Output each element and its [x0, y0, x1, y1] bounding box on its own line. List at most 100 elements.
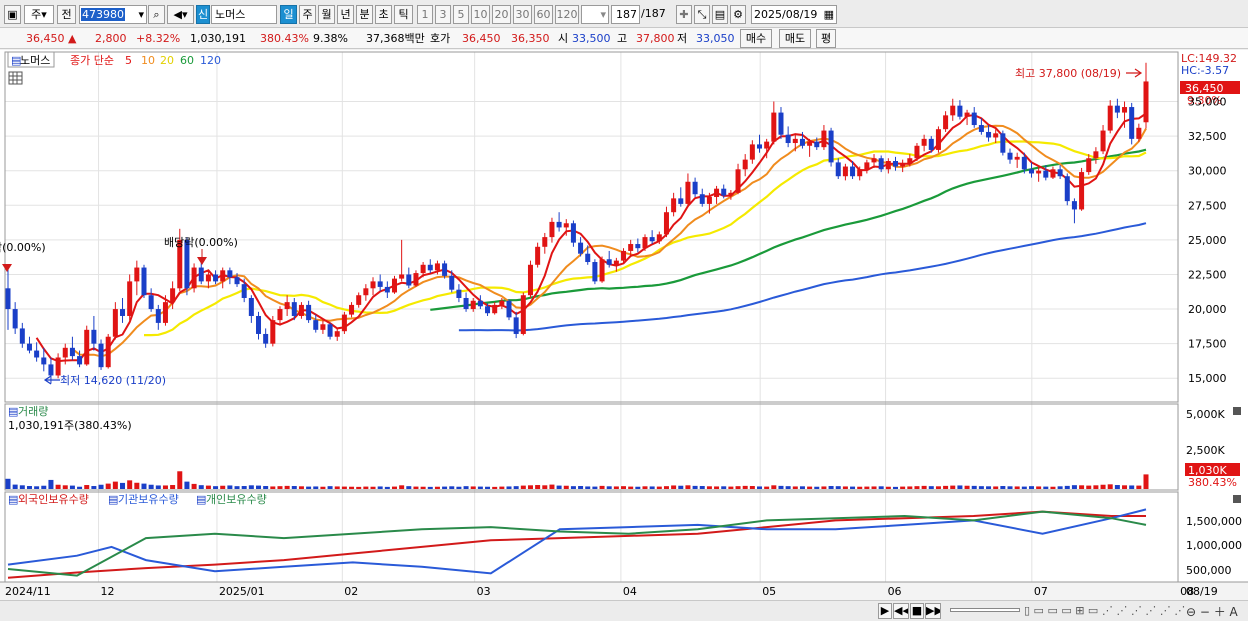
candle-body — [799, 138, 805, 146]
candle-body — [377, 281, 383, 287]
chevron-down-icon[interactable]: ▾ — [600, 8, 606, 21]
rewind-icon[interactable]: ◀◀ — [893, 603, 909, 619]
candle-body — [84, 329, 90, 365]
ma-60-line — [430, 148, 1147, 311]
volume-bar — [771, 485, 777, 489]
save-icon[interactable]: ▤ — [712, 5, 728, 24]
candle-body — [857, 169, 863, 177]
period-tick[interactable]: 틱 — [394, 5, 413, 24]
volume-bar — [628, 486, 634, 489]
stock-name-field[interactable]: 노머스 — [211, 5, 277, 24]
interval-20[interactable]: 20 — [492, 5, 511, 24]
period-year[interactable]: 년 — [337, 5, 354, 24]
bottom-bar: ▶ ◀◀ ■ ▶▶ ▯ ▭ ▭ ▭ ⊞ ▭ ⋰ ⋰ ⋰ ⋰ ⋰ ⋰ ⊖ − ＋ … — [0, 600, 1248, 621]
ma-10-legend: 10 — [141, 54, 155, 67]
price-tick-label: 30,000 — [1188, 165, 1227, 178]
candle-body — [871, 158, 877, 163]
period-month[interactable]: 월 — [318, 5, 335, 24]
interval-1[interactable]: 1 — [417, 5, 433, 24]
avg-button[interactable]: 평 — [816, 29, 836, 48]
crosshair-icon[interactable]: ✚ — [676, 5, 692, 24]
volume-bar — [263, 486, 269, 489]
table-toggle-icon[interactable] — [8, 71, 23, 85]
volume-bar — [943, 485, 949, 489]
x-tick-label: 08 — [1180, 585, 1194, 598]
candle-body — [950, 105, 956, 116]
volume-bars — [5, 471, 1149, 489]
stop-icon[interactable]: ■ — [910, 603, 924, 619]
volume-bar — [964, 485, 970, 489]
candle-body — [993, 133, 999, 138]
volume-bar — [477, 486, 483, 489]
volume-bar — [978, 486, 984, 489]
jeon-button[interactable]: 전 — [57, 5, 76, 24]
period-second[interactable]: 초 — [375, 5, 392, 24]
volume-last-pct: 380.43% — [1188, 476, 1237, 489]
period-minute[interactable]: 분 — [356, 5, 373, 24]
volume-bar — [821, 486, 827, 489]
candle-body — [384, 286, 390, 293]
market-type-select[interactable]: 주▾ — [24, 5, 54, 24]
volume-value: 1,030,191 — [190, 32, 246, 45]
buy-button[interactable]: 매수 — [740, 29, 772, 48]
date-value: 2025/08/19 — [754, 8, 818, 21]
candle-body — [542, 237, 548, 247]
interval-120[interactable]: 120 — [555, 5, 579, 24]
volume-bar — [284, 485, 290, 489]
candle-body — [907, 158, 913, 164]
layout-icon[interactable]: ▣ — [4, 5, 21, 24]
count-input[interactable]: 187 — [611, 5, 640, 24]
sound-icon[interactable]: ◀▾ — [167, 5, 194, 24]
stock-code-input[interactable]: 473980 ▾ — [79, 5, 147, 24]
volume-bar — [1050, 486, 1056, 489]
zoom-tools-icon[interactable]: ⊖ − ＋ A — [1186, 605, 1238, 619]
candle-body — [735, 169, 741, 193]
candle-body — [1093, 151, 1099, 159]
candle-body — [1043, 170, 1049, 178]
ma-120-line — [458, 222, 1147, 332]
candle-body — [1122, 107, 1128, 113]
interval-10[interactable]: 10 — [471, 5, 490, 24]
volume-bar — [499, 486, 505, 489]
fast-forward-icon[interactable]: ▶▶ — [925, 603, 941, 619]
volume-bar — [1007, 486, 1013, 489]
close-panel-icon[interactable] — [1233, 407, 1241, 415]
drawing-tools-icon[interactable]: ▯ ▭ ▭ ▭ ⊞ ▭ ⋰ ⋰ ⋰ ⋰ ⋰ ⋰ — [1024, 604, 1186, 617]
expand-icon[interactable]: ⤡ — [694, 5, 710, 24]
volume-bar — [1036, 486, 1042, 489]
candle-body — [814, 141, 820, 148]
gear-icon[interactable]: ⚙ — [730, 5, 746, 24]
sell-button[interactable]: 매도 — [779, 29, 811, 48]
interval-30[interactable]: 30 — [513, 5, 532, 24]
interval-60[interactable]: 60 — [534, 5, 553, 24]
candle-body — [170, 288, 176, 303]
period-week[interactable]: 주 — [299, 5, 316, 24]
candle-body — [1086, 158, 1092, 173]
zoom-slider[interactable] — [950, 608, 1020, 612]
candle-body — [19, 328, 25, 344]
interval-3[interactable]: 3 — [435, 5, 451, 24]
custom-interval-input[interactable]: ▾ — [581, 5, 609, 24]
search-icon[interactable]: ⌕ — [148, 5, 165, 24]
price-tick-label: 15,000 — [1188, 372, 1227, 385]
holding-lines — [7, 508, 1147, 579]
candle-body — [835, 162, 841, 177]
interval-5[interactable]: 5 — [453, 5, 469, 24]
date-input[interactable]: 2025/08/19 ▦ — [751, 5, 837, 24]
period-day[interactable]: 일 — [280, 5, 297, 24]
candle-body — [48, 364, 54, 376]
close-panel-icon[interactable] — [1233, 495, 1241, 503]
price-panel-frame — [4, 51, 1179, 403]
volume-bar — [728, 486, 734, 489]
chevron-down-icon[interactable]: ▾ — [138, 8, 144, 21]
bid-price: 36,350 — [511, 32, 550, 45]
candle-body — [213, 274, 219, 282]
stock-chart[interactable]: ▤ 노머스 종가 단순 5 10 20 60 120 최고 37,800 (08… — [0, 50, 1248, 600]
calendar-icon[interactable]: ▦ — [823, 8, 834, 21]
volume-bar — [191, 483, 197, 489]
candle-body — [485, 306, 491, 314]
scroll-right-icon[interactable]: ▶ — [878, 603, 892, 619]
volume-bar — [492, 486, 498, 489]
candle-body — [513, 317, 519, 334]
volume-bar — [706, 486, 712, 489]
